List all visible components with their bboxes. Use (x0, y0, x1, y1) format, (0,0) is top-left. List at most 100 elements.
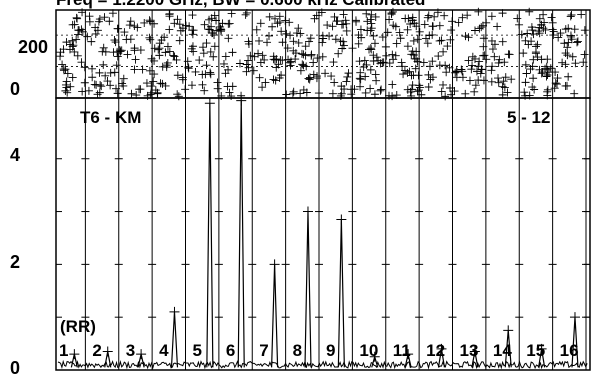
scatter-point (480, 51, 489, 60)
scatter-point (249, 66, 258, 75)
channel-label-10: 10 (359, 341, 378, 360)
scatter-point (409, 36, 418, 45)
scatter-point (561, 81, 570, 90)
scatter-point (392, 39, 401, 48)
scatter-point (428, 30, 437, 39)
scatter-point (305, 37, 314, 46)
scatter-point (202, 39, 211, 48)
scatter-point (553, 74, 562, 83)
scatter-point (366, 26, 375, 35)
scatter-point (283, 44, 292, 53)
scatter-point (66, 82, 75, 91)
scatter-point (442, 68, 451, 77)
scatter-point (188, 11, 197, 20)
scatter-point (371, 12, 380, 21)
scatter-point (173, 90, 182, 99)
channel-label-8: 8 (293, 341, 302, 360)
scatter-point (80, 63, 89, 72)
scatter-point (369, 51, 378, 60)
scatter-point (354, 31, 363, 40)
scatter-point (423, 39, 432, 48)
scatter-point (372, 53, 381, 62)
scatter-point (83, 32, 92, 41)
channel-label-15: 15 (526, 341, 545, 360)
scatter-point (504, 50, 513, 59)
scatter-point (153, 89, 162, 98)
scatter-point (413, 35, 422, 44)
scatter-point (181, 85, 190, 94)
scatter-point (145, 66, 154, 75)
scatter-point (91, 23, 100, 32)
scatter-point (474, 62, 483, 71)
scatter-point (318, 52, 327, 61)
peak-marker (236, 95, 247, 106)
scatter-point (378, 33, 387, 42)
scatter-point (385, 59, 394, 68)
scatter-point (263, 38, 272, 47)
scatter-point (528, 83, 537, 92)
scatter-point (410, 54, 419, 63)
scatter-point (360, 56, 369, 65)
scatter-point (477, 65, 486, 74)
scatter-point (289, 37, 298, 46)
scatter-point (224, 19, 233, 28)
scatter-point (415, 83, 424, 92)
scatter-point (342, 77, 351, 86)
scatter-point (351, 16, 360, 25)
channel-label-3: 3 (126, 341, 135, 360)
scatter-point (408, 16, 417, 25)
scatter-point (494, 58, 503, 67)
peak-3 (136, 349, 147, 368)
scatter-point (250, 52, 259, 61)
peak-line (237, 100, 245, 368)
scatter-point (161, 81, 170, 90)
scatter-point (458, 73, 467, 82)
scatter-point (490, 40, 499, 49)
scatter-point (342, 26, 351, 35)
scatter-point (340, 85, 349, 94)
scatter-point (391, 22, 400, 31)
scatter-point (385, 15, 394, 24)
peak-marker (204, 98, 215, 109)
scatter-point (543, 70, 552, 79)
scatter-point (286, 31, 295, 40)
scatter-point (312, 11, 321, 20)
scatter-point (56, 48, 65, 57)
scatter-point (150, 56, 159, 65)
scatter-point (425, 62, 434, 71)
scatter-point (437, 87, 446, 96)
scatter-point (213, 78, 222, 87)
scatter-point (106, 81, 115, 90)
annotation-rr: (RR) (60, 317, 96, 336)
scatter-point (270, 55, 279, 64)
scatter-point (472, 67, 481, 76)
scatter-point (539, 10, 548, 19)
channel-label-5: 5 (193, 341, 202, 360)
scatter-point (224, 34, 233, 43)
scatter-point (306, 34, 315, 43)
scatter-point (70, 20, 79, 29)
scatter-point (477, 23, 486, 32)
scatter-point (275, 18, 284, 27)
scatter-point (189, 26, 198, 35)
scatter-point (441, 92, 450, 101)
scatter-point (314, 89, 323, 98)
scatter-point (412, 22, 421, 31)
scatter-point (331, 35, 340, 44)
scatter-point (407, 85, 416, 94)
scatter-point (163, 58, 172, 67)
scatter-point (130, 44, 139, 53)
scatter-point (531, 48, 540, 57)
scatter-point (543, 85, 552, 94)
peak-14 (503, 325, 514, 368)
channel-label-13: 13 (460, 341, 479, 360)
scatter-point (142, 79, 151, 88)
scatter-point (246, 51, 255, 60)
scatter-point (525, 7, 534, 16)
scatter-point (292, 29, 301, 38)
scatter-point (424, 83, 433, 92)
scatter-point (130, 65, 139, 74)
scatter-point (327, 72, 336, 81)
scatter-point (277, 27, 286, 36)
scatter-point (356, 25, 365, 34)
